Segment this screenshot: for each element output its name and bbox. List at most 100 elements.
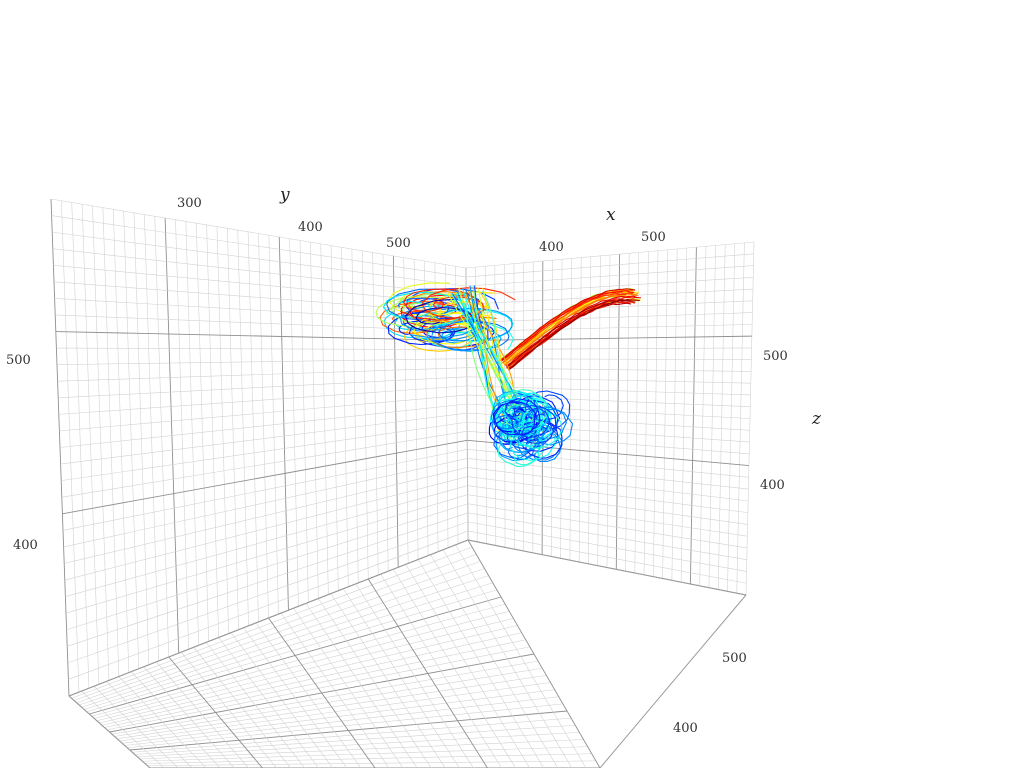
left-wall-gridline: [52, 231, 467, 287]
floor-gridline: [118, 676, 207, 768]
streamline-bottom-tangle: [518, 419, 563, 459]
floor-gridline: [180, 651, 277, 768]
back-wall-gridline: [467, 494, 748, 537]
left-wall-gridline: [68, 530, 469, 680]
left-depth-tick-500: 500: [6, 353, 31, 368]
floor-gridline: [93, 686, 179, 768]
left-wall-gridline: [56, 347, 467, 350]
z-axis-label: z: [811, 409, 822, 429]
left-wall-gridline: [51, 215, 467, 278]
floor-gridline: [81, 690, 165, 768]
left-wall-gridline: [65, 485, 468, 597]
streamline-left-cluster: [427, 291, 496, 325]
back-wall-gridline: [466, 335, 752, 341]
streamline-left-cluster: [426, 321, 514, 350]
left-wall-gridline: [66, 503, 468, 631]
back-wall-gridline: [466, 300, 753, 314]
z-tick-500: 500: [763, 349, 788, 364]
z-tick-400: 400: [760, 478, 785, 493]
floor-gridline: [243, 627, 348, 768]
floor-gridline: [343, 588, 460, 768]
left-wall-gridline: [55, 314, 467, 332]
floor-edge: [68, 539, 469, 697]
floor-edge: [599, 594, 747, 768]
left-wall-gridline: [50, 198, 467, 269]
floor-gridline: [417, 559, 545, 768]
left-wall-gridline: [59, 394, 467, 432]
streamline-arch: [505, 295, 638, 367]
back-wall-gridline: [467, 467, 749, 502]
left-wall-gridline: [65, 494, 468, 614]
floor-gridline: [355, 583, 474, 768]
x-tick-400: 400: [539, 240, 564, 255]
streamline-left-cluster: [400, 288, 479, 321]
back-wall-gridline: [467, 485, 748, 525]
streamline-stem: [472, 286, 530, 443]
streamline-bottom-tangle: [493, 398, 541, 436]
left-wall-gridline: [62, 449, 468, 531]
back-wall-gridline: [467, 503, 748, 549]
floor-gridline: [156, 661, 249, 768]
back-wall-gridline: [466, 367, 752, 372]
floor-gridline: [106, 681, 193, 768]
streamline-left-cluster: [422, 287, 516, 319]
back-wall-gridline: [466, 265, 754, 287]
streamline-bottom-tangle: [490, 399, 536, 442]
floor-gridline: [330, 593, 446, 768]
y-tick-300: 300: [177, 196, 202, 211]
left-wall-gridline: [53, 264, 467, 305]
back-wall-gridline: [466, 277, 754, 296]
floor-tick-500: 500: [722, 651, 747, 666]
floor-grid: [68, 539, 747, 768]
floor-tick-400: 400: [673, 721, 698, 736]
left-wall-gridline: [67, 512, 468, 647]
back-wall-gridline: [466, 312, 753, 323]
left-wall-gridline: [64, 467, 468, 564]
streamline-arch: [501, 293, 627, 362]
streamline-arch: [506, 298, 633, 368]
left-wall-gridline: [56, 358, 467, 365]
floor-edge: [467, 539, 747, 596]
floor-gridline: [318, 598, 432, 768]
floor-gridline: [442, 549, 573, 768]
floor-gridline: [205, 642, 305, 768]
streamline-bottom-tangle: [525, 406, 574, 446]
floor-gridline: [218, 637, 319, 768]
streamline-arch: [504, 293, 638, 366]
floor-gridline: [305, 603, 418, 768]
floor-gridline: [455, 544, 587, 768]
floor-gridline: [255, 622, 362, 768]
floor-gridline: [430, 554, 559, 768]
streamline-arch: [500, 289, 634, 361]
back-wall-gridline: [467, 458, 749, 490]
left-wall-gridline: [63, 458, 468, 548]
streamline-arch: [508, 298, 640, 371]
back-wall-gridline: [466, 253, 754, 278]
back-wall-gridline: [466, 324, 753, 332]
floor-gridline: [392, 569, 516, 768]
left-wall-gridline: [64, 476, 468, 581]
floor-gridline: [280, 612, 390, 768]
floor-gridline: [467, 539, 601, 768]
left-wall-gridline: [61, 421, 468, 481]
y-tick-400: 400: [298, 220, 323, 235]
left-wall-gridline: [61, 430, 468, 498]
floor-gridline: [380, 573, 502, 768]
streamlines: [375, 282, 642, 468]
back-wall-gridline: [467, 512, 747, 560]
x-axis-label: x: [606, 205, 616, 225]
x-tick-500: 500: [641, 230, 666, 245]
floor-gridline: [193, 647, 291, 768]
streamline-left-cluster: [431, 317, 502, 352]
streamline-arch: [508, 302, 632, 371]
streamline-bottom-tangle: [511, 405, 557, 445]
floor-gridline: [143, 666, 235, 768]
y-axis-label: y: [279, 185, 290, 205]
left-wall-gridline: [52, 248, 467, 296]
streamline-left-cluster: [375, 296, 465, 327]
back-wall-gridline: [466, 385, 751, 396]
back-wall-gridline: [467, 476, 748, 513]
floor-gridline: [230, 632, 334, 768]
floor-edge: [68, 695, 151, 768]
